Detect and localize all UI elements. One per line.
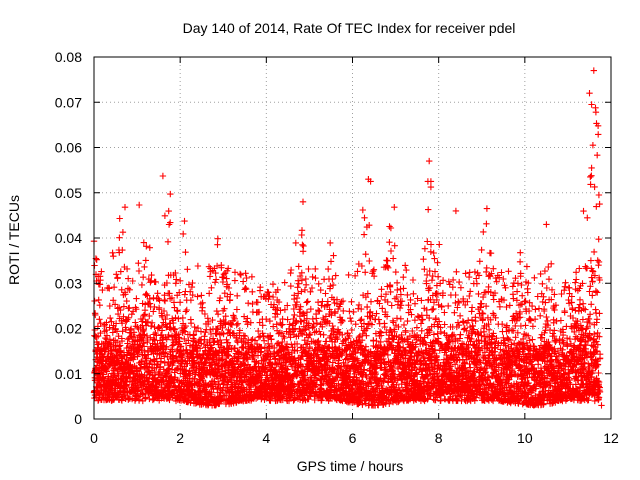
axis-ticks: 0 0.01 0.02 0.03 0.04 0.05 0.06 0.07 0.08 0 2 4 6 8 10… — [55, 49, 619, 446]
x-tick-label: 12 — [603, 430, 619, 446]
roti-series-markers — [90, 67, 605, 409]
y-tick-label: 0.06 — [55, 140, 82, 156]
y-tick-label: 0.07 — [55, 94, 82, 110]
y-tick-label: 0.04 — [55, 230, 82, 246]
y-axis-label: ROTI / TECUs — [6, 195, 22, 285]
y-tick-label: 0.03 — [55, 275, 82, 291]
y-tick-label: 0.08 — [55, 49, 82, 65]
x-tick-label: 10 — [517, 430, 533, 446]
x-axis-label: GPS time / hours — [297, 458, 404, 474]
grid-lines — [94, 57, 611, 419]
y-tick-label: 0.05 — [55, 185, 82, 201]
x-tick-label: 4 — [262, 430, 270, 446]
x-tick-label: 6 — [349, 430, 357, 446]
chart-title: Day 140 of 2014, Rate Of TEC Index for r… — [183, 20, 516, 36]
x-tick-label: 2 — [176, 430, 184, 446]
y-tick-label: 0 — [74, 411, 82, 427]
y-tick-label: 0.01 — [55, 366, 82, 382]
y-tick-label: 0.02 — [55, 321, 82, 337]
x-tick-label: 0 — [90, 430, 98, 446]
x-tick-label: 8 — [435, 430, 443, 446]
data-points — [90, 67, 605, 409]
